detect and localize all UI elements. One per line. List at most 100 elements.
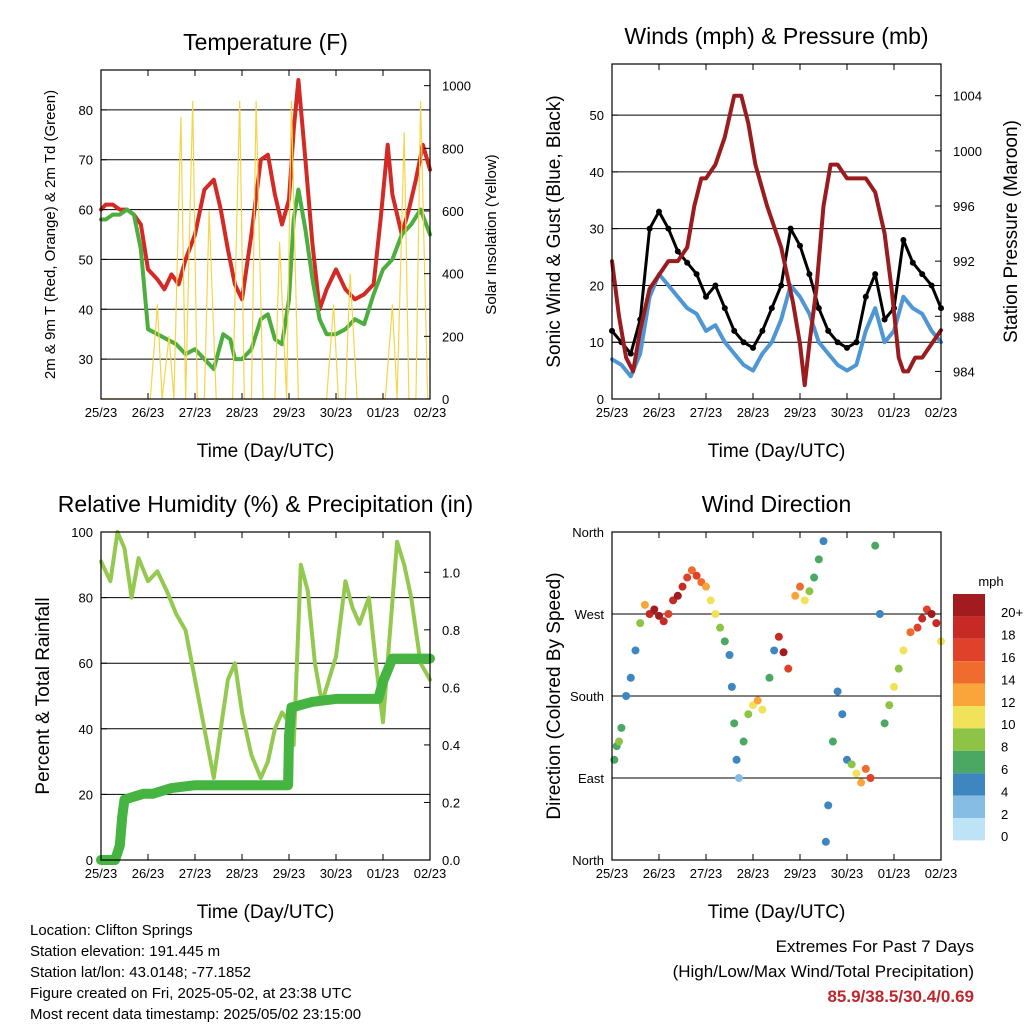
panel4-legend-swatch bbox=[953, 728, 985, 751]
panel1-plot-frame bbox=[100, 69, 431, 400]
panel4-direction-point bbox=[821, 837, 830, 846]
panel2-gust-point bbox=[656, 208, 662, 215]
panel2-gust-point bbox=[750, 344, 756, 351]
panel4-direction-point bbox=[720, 637, 729, 646]
panel3-x-tick-label: 26/23 bbox=[132, 866, 165, 881]
panel2-gust-point bbox=[928, 282, 935, 289]
recent-text: Most recent data timestamp: 2025/05/02 2… bbox=[30, 1006, 362, 1023]
panel2-gust-point bbox=[627, 350, 634, 357]
panel2-gust-point bbox=[862, 293, 869, 300]
panel4-direction-point bbox=[800, 596, 809, 605]
panel2-x-tick-label: 25/23 bbox=[596, 405, 629, 420]
panel2-plot-frame bbox=[611, 63, 942, 400]
panel4-x-axis-label: Time (Day/UTC) bbox=[708, 902, 846, 923]
panel4-direction-point bbox=[866, 774, 875, 782]
panel4-x-tick-label: 26/23 bbox=[643, 866, 676, 881]
panel4-legend-swatch bbox=[953, 661, 985, 684]
panel2-x-tick-label: 27/23 bbox=[690, 405, 723, 420]
panel4-direction-point bbox=[732, 755, 741, 764]
panel2-gust-point bbox=[665, 225, 672, 232]
panel1-x-tick-label: 29/23 bbox=[273, 405, 306, 420]
panel4-direction-point bbox=[744, 710, 753, 719]
panel4-x-tick-label: 01/23 bbox=[878, 866, 911, 881]
panel4-direction-point bbox=[631, 646, 640, 655]
panel1-y2-axis-label: Solar Insolation (Yellow) bbox=[483, 154, 500, 314]
panel4-direction-point bbox=[683, 573, 692, 582]
panel4-direction-point bbox=[678, 582, 687, 591]
extremes-box: Extremes For Past 7 Days (High/Low/Max W… bbox=[673, 934, 974, 1009]
panel4-direction-point bbox=[636, 619, 645, 628]
panel4-direction-point bbox=[702, 582, 710, 591]
extremes-subtitle: (High/Low/Max Wind/Total Precipitation) bbox=[672, 962, 974, 981]
panel4-direction-point bbox=[615, 737, 624, 746]
panel4-direction-point bbox=[828, 737, 837, 746]
panel4-direction-point bbox=[805, 587, 814, 596]
panel4-direction-point bbox=[725, 651, 734, 659]
panel4-direction-point bbox=[774, 632, 783, 641]
panel4-direction-point bbox=[899, 646, 908, 655]
panel2-x-tick-label: 26/23 bbox=[643, 405, 676, 420]
panel1-x-tick-label: 27/23 bbox=[179, 405, 212, 420]
panel2-gust-point bbox=[797, 242, 803, 249]
panel4-direction-point bbox=[739, 737, 748, 746]
panel4-direction-point bbox=[814, 555, 823, 564]
panel3-x-tick-label: 28/23 bbox=[226, 866, 259, 881]
panel3-y-axis-label: Percent & Total Rainfall bbox=[33, 597, 54, 794]
panel4-direction-point bbox=[779, 648, 788, 657]
panel4-direction-point bbox=[927, 610, 936, 618]
location-text: Location: Clifton Springs bbox=[30, 922, 193, 939]
panel4-y-tick-label: East bbox=[578, 771, 604, 786]
panel1-y-axis-label: 2m & 9m T (Red, Orange) & 2m Td (Green) bbox=[42, 90, 59, 379]
panel4-direction-point bbox=[758, 705, 767, 714]
panel3-y-tick-label: 100 bbox=[71, 525, 93, 540]
panel4-y-tick-label: South bbox=[570, 689, 604, 704]
panel4-direction-point bbox=[871, 541, 880, 550]
panel2-gust-point bbox=[674, 248, 681, 255]
panel1-y2-tick-label: 1000 bbox=[442, 79, 471, 94]
panel2-y-tick-label: 0 bbox=[597, 392, 604, 407]
panel1-x-tick-label: 01/23 bbox=[367, 405, 400, 420]
panel2-y-tick-label: 40 bbox=[590, 165, 604, 180]
panel4-direction-point bbox=[734, 774, 743, 782]
panel4-direction-point bbox=[824, 801, 833, 810]
panel4-legend-swatch bbox=[953, 594, 985, 617]
panel2-x-tick-label: 28/23 bbox=[737, 405, 770, 420]
panel4-direction-point bbox=[894, 664, 903, 673]
panel3-x-tick-label: 29/23 bbox=[273, 866, 306, 881]
panel4-direction-point bbox=[906, 628, 915, 637]
panel4-direction-point bbox=[791, 591, 800, 600]
panel4-direction-point bbox=[711, 610, 720, 618]
panel4-legend-swatch bbox=[953, 750, 985, 774]
panel2-gust-point bbox=[768, 305, 775, 312]
panel3-y-tick-label: 80 bbox=[79, 591, 93, 606]
panel4-legend-swatch bbox=[953, 638, 985, 662]
panel2-gust-point bbox=[900, 237, 907, 244]
panel2-series-line-3 bbox=[610, 93, 943, 388]
panel2-y-tick-label: 20 bbox=[590, 278, 604, 293]
panel3-x-tick-label: 02/23 bbox=[414, 866, 447, 881]
panel2-gust-point bbox=[806, 271, 813, 278]
panel4-direction-point bbox=[655, 611, 663, 620]
panel4-y-tick-label: North bbox=[572, 525, 604, 540]
panel4-direction-point bbox=[664, 610, 673, 618]
panel2-gust-point bbox=[787, 225, 794, 232]
panel2-gust-point bbox=[778, 282, 785, 289]
panel4-direction-point bbox=[640, 600, 649, 609]
panel4-plot-frame bbox=[611, 531, 942, 861]
panel4-legend-swatch bbox=[953, 706, 985, 729]
panel1-title: Temperature (F) bbox=[183, 29, 348, 55]
panel3-y2-tick-label: 1.0 bbox=[442, 565, 460, 580]
panel4-x-tick-label: 25/23 bbox=[596, 866, 629, 881]
panel1-y-tick-label: 30 bbox=[79, 352, 93, 367]
panel1-series-line-2 bbox=[99, 187, 432, 372]
panel4-direction-point bbox=[687, 566, 696, 575]
panel2-y2-tick-label: 1004 bbox=[953, 89, 982, 104]
panel4-direction-point bbox=[692, 571, 701, 580]
panel4-title: Wind Direction bbox=[702, 491, 852, 517]
panel2-y2-tick-label: 1000 bbox=[953, 144, 982, 159]
panel3-y2-tick-label: 0.6 bbox=[442, 680, 460, 695]
panel1-x-axis-label: Time (Day/UTC) bbox=[197, 441, 335, 462]
panel2-gust-point bbox=[881, 316, 888, 323]
panel4-direction-point bbox=[770, 646, 779, 655]
